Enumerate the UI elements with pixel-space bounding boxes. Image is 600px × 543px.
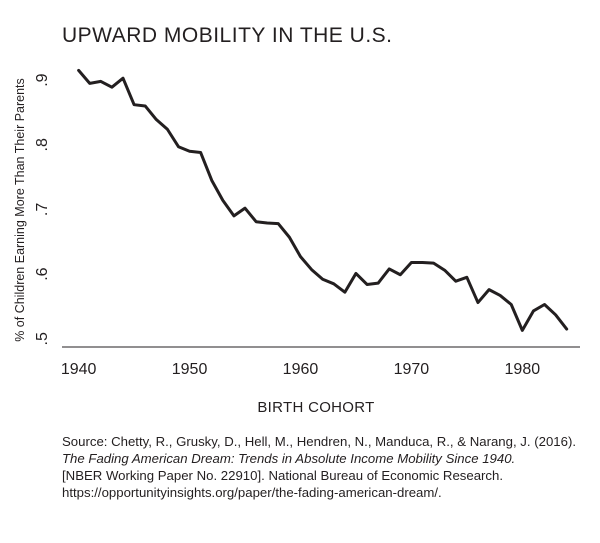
y-tick-labels: .5 .6 .7 .8 .9 — [34, 73, 51, 345]
y-tick-label: .6 — [34, 267, 51, 280]
x-tick-label: 1980 — [505, 361, 541, 378]
source-line-1: Source: Chetty, R., Grusky, D., Hell, M.… — [62, 434, 577, 449]
line-chart: % of Children Earning More Than Their Pa… — [13, 68, 580, 416]
y-tick-label: .5 — [34, 332, 51, 345]
x-tick-label: 1950 — [172, 361, 208, 378]
y-tick-label: .9 — [34, 73, 51, 86]
x-tick-label: 1940 — [61, 361, 97, 378]
y-axis-label-group: % of Children Earning More Than Their Pa… — [13, 78, 27, 342]
source-line-2: The Fading American Dream: Trends in Abs… — [62, 451, 516, 466]
chart-title: UPWARD MOBILITY IN THE U.S. — [62, 24, 393, 47]
x-tick-label: 1960 — [283, 361, 319, 378]
source-line-3: [NBER Working Paper No. 22910]. National… — [62, 468, 504, 483]
y-tick-label: .7 — [34, 203, 51, 216]
series-line-upward-mobility — [77, 68, 569, 332]
x-axis-label: BIRTH COHORT — [257, 399, 374, 416]
y-tick-label: .8 — [34, 138, 51, 151]
source-note: Source: Chetty, R., Grusky, D., Hell, M.… — [62, 433, 592, 501]
y-axis-label: % of Children Earning More Than Their Pa… — [13, 78, 27, 342]
x-tick-labels: 1940 1950 1960 1970 1980 — [61, 361, 540, 378]
x-tick-label: 1970 — [394, 361, 430, 378]
source-line-4[interactable]: https://opportunityinsights.org/paper/th… — [62, 485, 442, 500]
